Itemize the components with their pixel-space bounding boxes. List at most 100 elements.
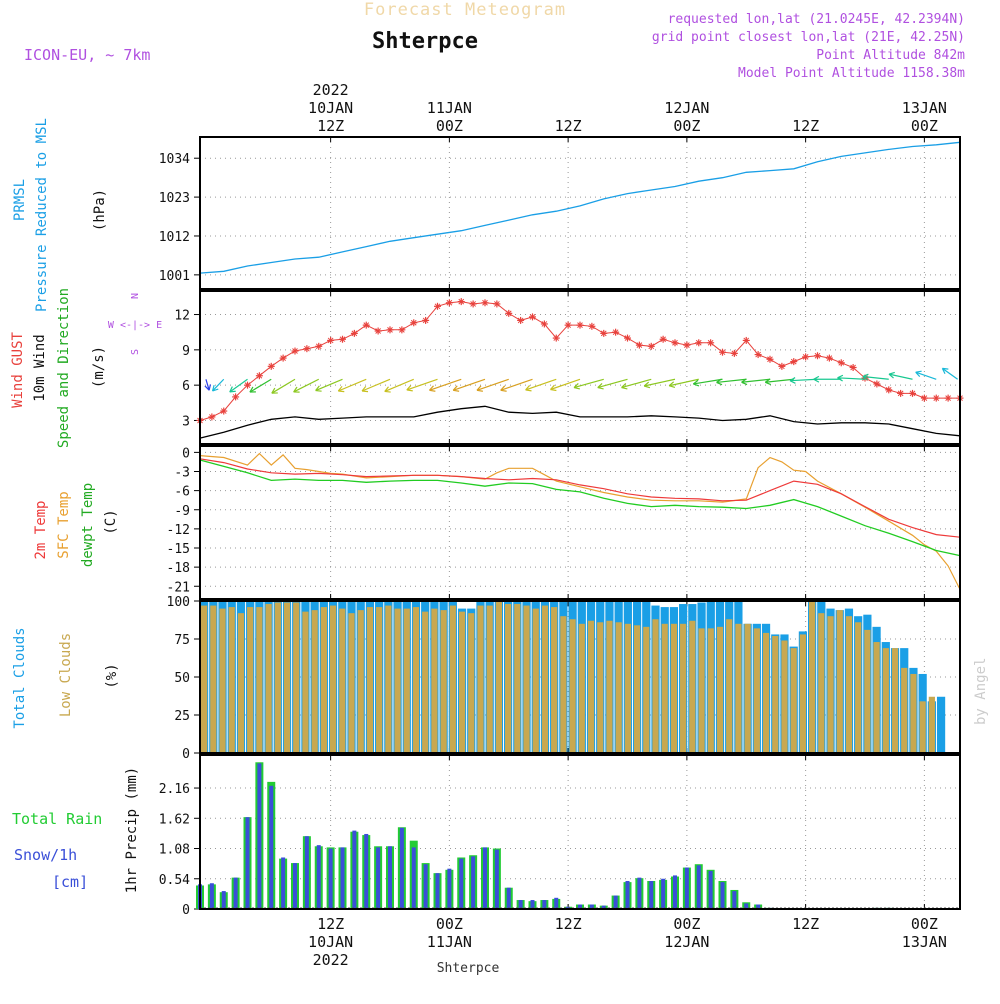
low-cloud-bar <box>477 606 483 753</box>
low-cloud-bar <box>873 642 879 753</box>
low-cloud-bar <box>441 610 447 753</box>
total-cloud-bar <box>937 697 945 753</box>
low-cloud-bar <box>671 624 677 753</box>
low-cloud-bar <box>837 610 843 753</box>
low-cloud-bar <box>791 648 797 753</box>
low-cloud-bar <box>883 648 889 753</box>
snow-bar <box>293 863 297 909</box>
low-cloud-bar <box>708 628 714 753</box>
bottom-time-label: 2022 <box>313 951 349 969</box>
low-cloud-bar <box>781 641 787 753</box>
y-tick-label: -3 <box>174 466 190 481</box>
low-cloud-bar <box>726 619 732 753</box>
panel-frame <box>200 137 960 289</box>
wind-arrow-head <box>550 389 556 390</box>
snow-bar <box>388 846 392 909</box>
snow-label: Snow/1h <box>14 846 77 864</box>
snow-bar <box>352 831 356 909</box>
wind-arrow-head <box>316 391 322 392</box>
ghost-title: Forecast Meteogram <box>364 0 566 20</box>
low-cloud-bar <box>920 701 926 753</box>
gust-line <box>200 302 960 421</box>
wind-arrow-shaft <box>838 378 865 379</box>
y-tick-label: -15 <box>167 542 190 557</box>
low-cloud-bar <box>376 607 382 753</box>
snow-unit: [cm] <box>52 873 88 891</box>
top-time-label: 12Z <box>317 117 344 135</box>
snow-bar <box>436 873 440 909</box>
wind-arrow-head <box>501 390 507 391</box>
low-cloud-bar <box>597 622 603 753</box>
gust-marker <box>280 355 287 362</box>
low-cloud-bar <box>468 613 474 753</box>
low-cloud-bar <box>855 622 861 753</box>
gust-marker <box>826 355 833 362</box>
panel-precip: 00.541.081.622.16 <box>159 755 960 918</box>
snow-bar <box>507 888 511 909</box>
gust-marker <box>434 303 441 310</box>
snow-bar <box>269 786 273 909</box>
gust-marker <box>909 390 916 397</box>
low-cloud-bar <box>302 612 308 753</box>
wind-arrow <box>863 374 889 380</box>
point-altitude: Point Altitude 842m <box>816 48 965 63</box>
low-cloud-bar <box>698 628 704 753</box>
low-cloud-bar <box>459 612 465 753</box>
temperature-labels: 2m Temp SFC Temp dewpt Temp (C) <box>33 483 119 567</box>
gust-marker <box>363 322 370 329</box>
y-tick-label: 2.16 <box>159 782 190 797</box>
gust-marker <box>755 351 762 358</box>
gust-marker <box>588 323 595 330</box>
wind-arrow <box>889 372 912 379</box>
gust-marker <box>315 343 322 350</box>
gust-marker <box>232 393 239 400</box>
wind-label: 10m Wind <box>32 334 48 401</box>
gust-marker <box>767 356 774 363</box>
gust-marker <box>577 322 584 329</box>
snow-bar <box>495 850 499 909</box>
y-tick-label: 1034 <box>159 152 190 167</box>
wind-arrow-head <box>742 382 748 384</box>
low-cloud-bar <box>275 603 281 753</box>
speed-dir-label: Speed and Direction <box>56 288 72 448</box>
low-cloud-bar <box>634 625 640 753</box>
pressure-line <box>200 142 960 273</box>
gust-marker <box>482 299 489 306</box>
snow-bar <box>661 879 665 909</box>
wind-arrow <box>814 376 842 382</box>
wind-unit: (m/s) <box>91 346 107 388</box>
y-tick-label: 25 <box>174 709 190 724</box>
low-cloud-bar <box>680 624 686 753</box>
wind-arrow-head <box>429 390 435 391</box>
top-time-label: 00Z <box>673 117 700 135</box>
gust-marker <box>541 320 548 327</box>
gust-marker <box>256 372 263 379</box>
dew-label: dewpt Temp <box>80 483 96 567</box>
snow-bar <box>257 763 261 909</box>
gust-marker <box>707 339 714 346</box>
low-cloud-bar <box>827 616 833 753</box>
snow-bar <box>685 868 689 909</box>
low-cloud-bar <box>625 624 631 753</box>
gust-marker <box>672 339 679 346</box>
snow-bar <box>471 856 475 909</box>
gust-marker <box>719 349 726 356</box>
snow-bar <box>400 828 404 909</box>
wind-arrow-head <box>574 388 580 389</box>
panel-frame <box>200 291 960 444</box>
low-cloud-bar <box>579 624 585 753</box>
wind-arrow <box>790 378 817 384</box>
gust-marker <box>565 322 572 329</box>
snow-bar <box>721 882 725 909</box>
snow-bar <box>246 817 250 909</box>
low-cloud-bar <box>754 628 760 753</box>
y-tick-label: 100 <box>167 595 190 610</box>
low-cloud-bar <box>431 609 437 753</box>
low-cloud-bar <box>616 622 622 753</box>
wind-arrow <box>942 368 957 379</box>
wind-arrow-head <box>338 391 344 392</box>
gust-marker <box>422 317 429 324</box>
gust-marker <box>731 350 738 357</box>
